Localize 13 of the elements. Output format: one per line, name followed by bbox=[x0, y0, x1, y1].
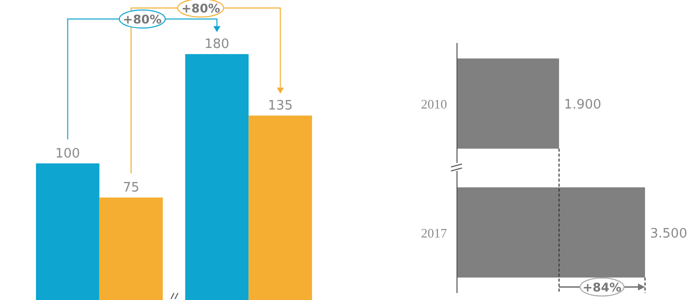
data-label: 3.500 bbox=[650, 226, 688, 242]
bar bbox=[185, 54, 249, 300]
bar bbox=[36, 163, 100, 300]
bar bbox=[248, 116, 312, 300]
data-label: 1.900 bbox=[564, 98, 602, 113]
data-label: 75 bbox=[122, 180, 140, 196]
data-label: 180 bbox=[204, 37, 230, 52]
annotation: +84% bbox=[582, 280, 622, 294]
y-tick-label: 2010 bbox=[421, 96, 447, 112]
bar bbox=[99, 198, 163, 300]
data-label: 135 bbox=[268, 98, 293, 114]
data-label: 100 bbox=[55, 146, 80, 162]
y-tick-label: 2017 bbox=[421, 225, 448, 240]
